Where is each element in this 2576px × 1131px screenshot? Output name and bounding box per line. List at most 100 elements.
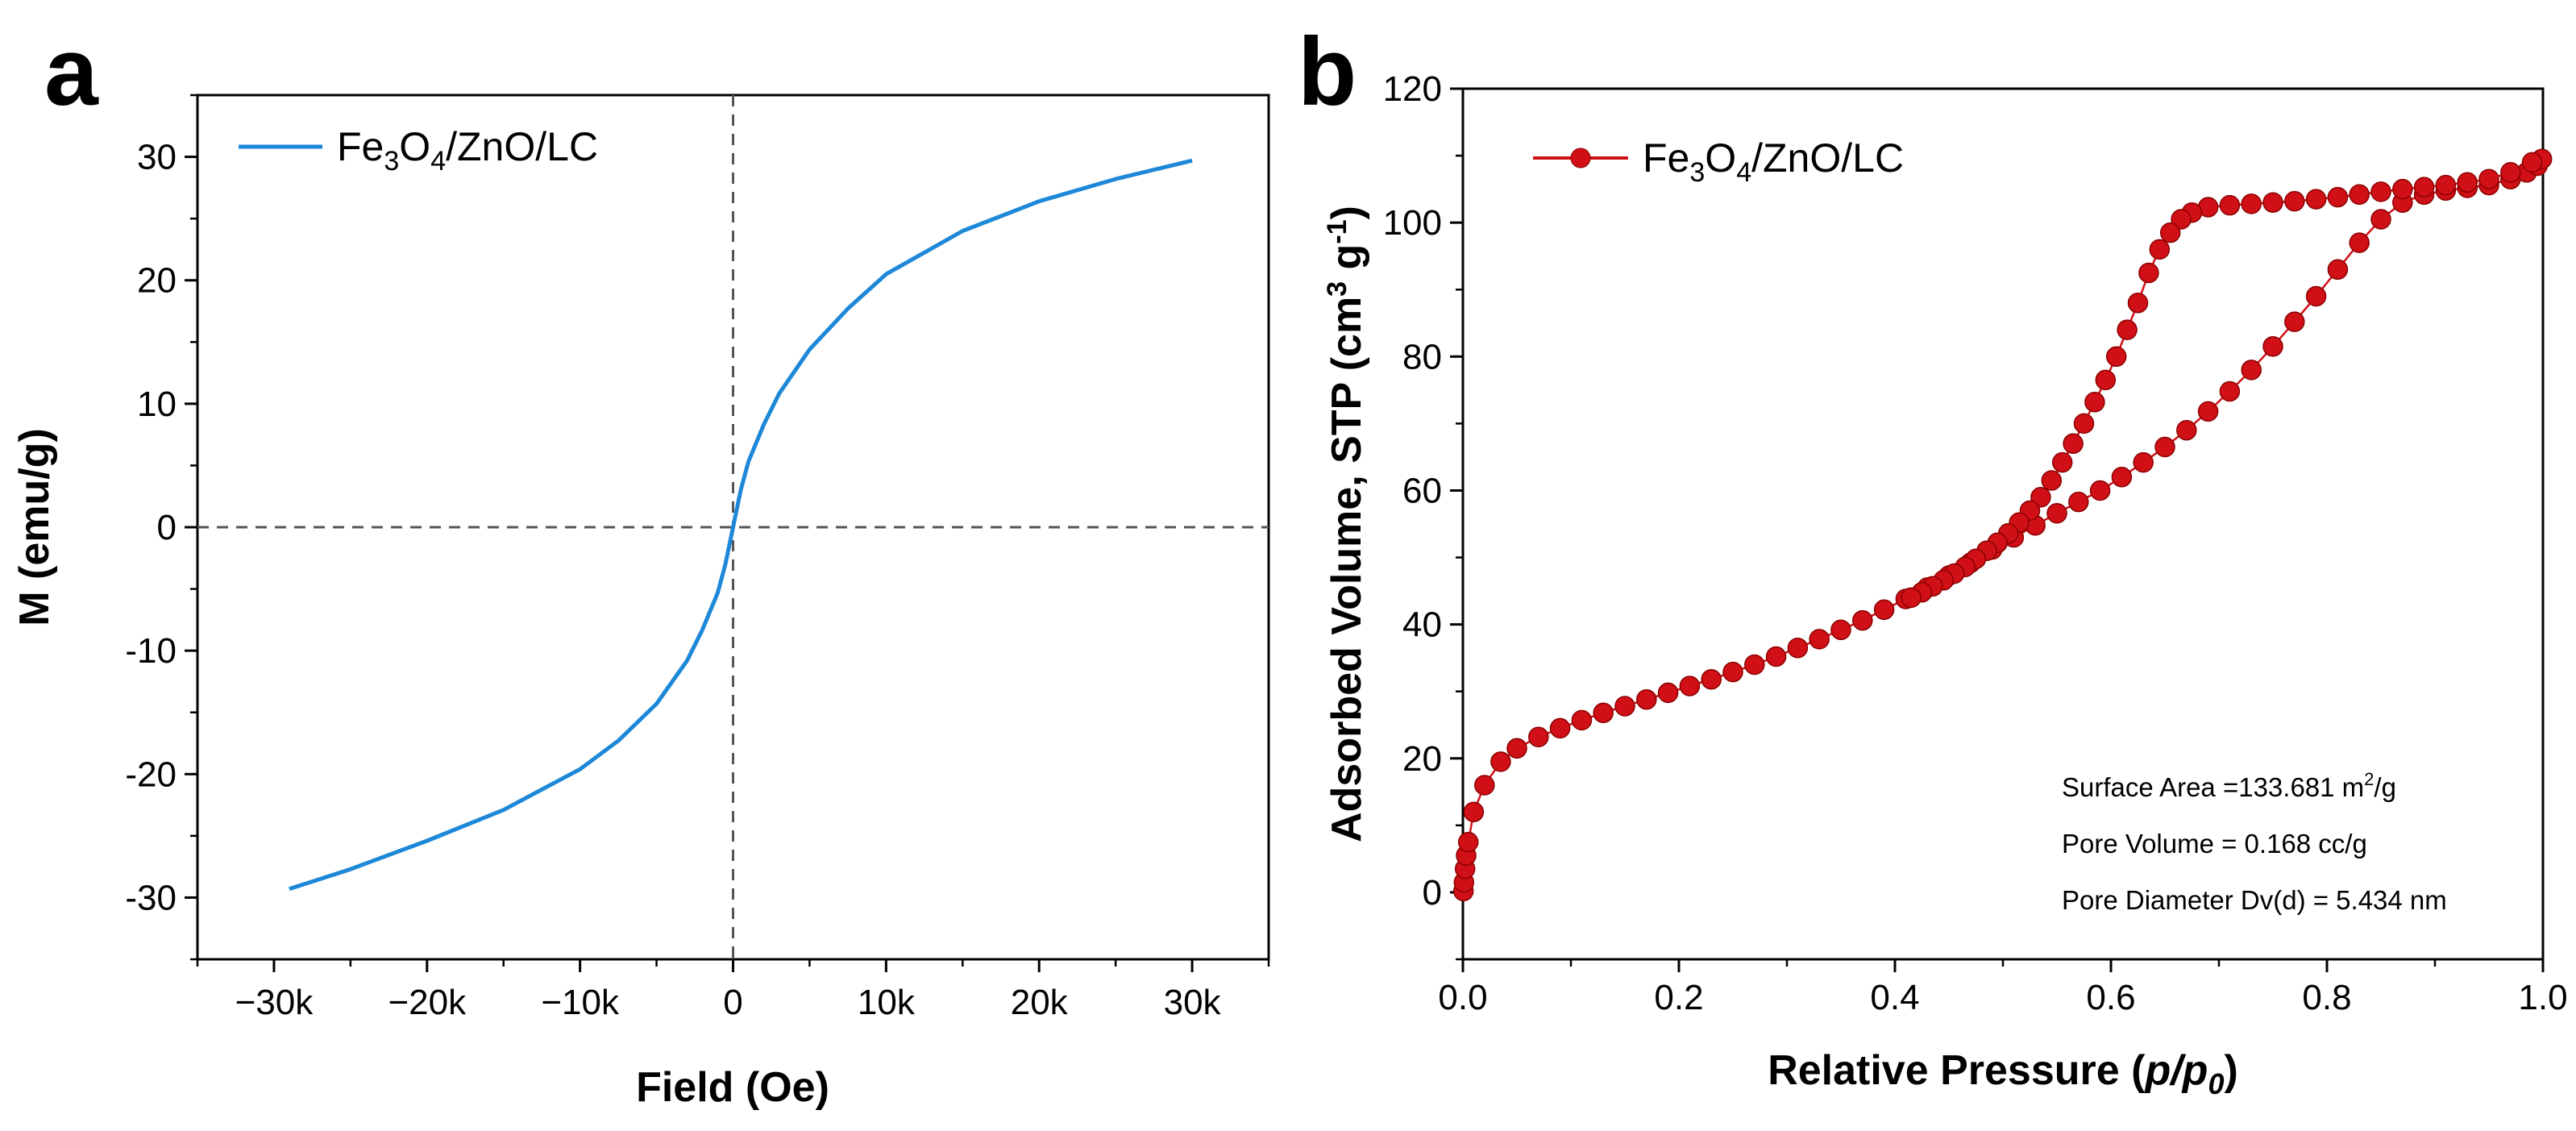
desorption-point bbox=[2030, 487, 2051, 508]
adsorption-point bbox=[1830, 619, 1851, 641]
xlabel-b-close: ) bbox=[2224, 1047, 2237, 1094]
adsorption-point bbox=[2133, 451, 2154, 473]
adsorption-point bbox=[2241, 360, 2262, 380]
surface-area-text: Surface Area =133.681 m bbox=[2062, 772, 2364, 802]
legend-a-tail: /ZnO/LC bbox=[446, 124, 598, 169]
legend-b-sub3: 3 bbox=[1689, 157, 1705, 188]
adsorption-point bbox=[2305, 285, 2327, 307]
legend-a-fe: Fe bbox=[337, 124, 384, 169]
adsorption-point bbox=[1852, 609, 1873, 631]
adsorption-point bbox=[1549, 717, 1571, 739]
panel-b-y-tick-label: 40 bbox=[1402, 605, 1442, 645]
panel-b-y-tick-label: 60 bbox=[1402, 471, 1442, 510]
desorption-point bbox=[2051, 451, 2073, 473]
panel-b-y-tick-label: 100 bbox=[1383, 203, 1442, 243]
adsorption-point bbox=[1528, 726, 1549, 747]
panel-a-x-axis-title: Field (Oe) bbox=[636, 1064, 829, 1111]
panel-b-annotations: Surface Area =133.681 m2/g Pore Volume =… bbox=[2062, 769, 2447, 915]
desorption-point bbox=[2063, 433, 2084, 455]
desorption-point bbox=[2435, 174, 2457, 196]
panel-a-x-ticks: −30k −20k −10k 0 10k 20k 30k bbox=[196, 959, 1270, 1022]
ylabel-b-sup-minus1: -1 bbox=[1322, 219, 1352, 243]
adsorption-point bbox=[1571, 709, 1593, 731]
desorption-point bbox=[2171, 209, 2192, 230]
panel-b-x-ticks: 0.0 0.2 0.4 0.6 0.8 1.0 bbox=[1438, 959, 2568, 1017]
desorption-point bbox=[2305, 189, 2327, 210]
panel-b-y-tick-label: 120 bbox=[1383, 69, 1442, 109]
legend-b-sub4: 4 bbox=[1736, 157, 1751, 188]
desorption-point bbox=[2219, 194, 2241, 216]
desorption-point bbox=[2262, 192, 2283, 213]
adsorption-point bbox=[1701, 668, 1722, 690]
desorption-point bbox=[2105, 346, 2127, 368]
adsorption-point bbox=[2089, 480, 2111, 501]
panel-a-y-axis-title: M (emu/g) bbox=[11, 428, 58, 626]
xlabel-b-sub0: 0 bbox=[2208, 1067, 2224, 1100]
adsorption-point bbox=[2284, 311, 2305, 332]
adsorption-point bbox=[1722, 661, 1743, 683]
xlabel-b-p: p bbox=[2143, 1047, 2171, 1094]
desorption-point bbox=[2095, 369, 2117, 391]
adsorption-point bbox=[2046, 502, 2067, 524]
desorption-point bbox=[2500, 162, 2521, 183]
panel-a-magnetization-chart: a −30k −20k −10k 0 10k 20k 30k -30 -20 -10 0 10 20 3… bbox=[11, 18, 1270, 1111]
ylabel-b-main: Adsorbed Volume, STP (cm bbox=[1323, 297, 1370, 842]
panel-b-x-axis-title: Relative Pressure (p/p0) bbox=[1768, 1047, 2238, 1100]
panel-a-y-tick-label: 10 bbox=[137, 385, 177, 424]
adsorption-point bbox=[1506, 738, 1527, 759]
adsorption-point bbox=[2176, 419, 2197, 441]
panel-b-legend-marker bbox=[1570, 148, 1591, 168]
adsorption-point bbox=[1787, 637, 1809, 659]
panel-b-x-tick-label: 0.8 bbox=[2302, 978, 2351, 1017]
desorption-point bbox=[2138, 262, 2159, 284]
panel-b-points bbox=[1452, 148, 2553, 902]
panel-a-y-tick-label: -10 bbox=[125, 631, 177, 671]
desorption-point bbox=[2478, 168, 2499, 189]
adsorption-point bbox=[2197, 401, 2219, 422]
adsorption-point bbox=[2327, 259, 2349, 281]
panel-b-letter: b bbox=[1298, 18, 1357, 126]
desorption-point bbox=[2127, 293, 2149, 314]
panel-a-x-tick-label: 30k bbox=[1164, 983, 1222, 1022]
panel-a-x-tick-label: 0 bbox=[723, 983, 742, 1022]
adsorption-point bbox=[2370, 209, 2391, 230]
legend-a-sub4: 4 bbox=[430, 146, 446, 177]
desorption-point bbox=[2073, 413, 2095, 435]
panel-a-x-tick-label: 20k bbox=[1011, 983, 1069, 1022]
panel-b-x-tick-label: 0.0 bbox=[1438, 978, 1487, 1017]
adsorption-point bbox=[1636, 688, 1657, 710]
adsorption-point bbox=[1490, 751, 1511, 772]
panel-a-y-tick-label: 0 bbox=[157, 508, 177, 547]
desorption-point bbox=[2392, 178, 2413, 200]
panel-b-y-ticks: 0 20 40 60 80 100 120 bbox=[1383, 69, 1463, 961]
panel-a-y-tick-label: -30 bbox=[125, 878, 177, 917]
adsorption-point bbox=[1457, 831, 1479, 853]
legend-a-o: O bbox=[399, 124, 430, 169]
panel-a-x-tick-label: −10k bbox=[541, 983, 620, 1022]
adsorption-point bbox=[1657, 682, 1679, 704]
panel-b-x-tick-label: 0.4 bbox=[1870, 978, 1919, 1017]
panel-b-y-tick-label: 0 bbox=[1423, 873, 1442, 913]
desorption-point bbox=[2041, 470, 2063, 491]
panel-a-y-tick-label: -20 bbox=[125, 755, 177, 794]
adsorption-point bbox=[1873, 599, 1895, 621]
surface-area-unit: /g bbox=[2374, 772, 2396, 802]
ylabel-b-close: ) bbox=[1323, 206, 1370, 219]
legend-b-o: O bbox=[1705, 135, 1736, 181]
panel-b-y-axis-title: Adsorbed Volume, STP (cm3 g-1) bbox=[1322, 206, 1370, 842]
panel-b-y-tick-label: 20 bbox=[1402, 739, 1442, 779]
panel-a-y-ticks: -30 -20 -10 0 10 20 30 bbox=[125, 94, 197, 961]
panel-b-y-tick-label: 80 bbox=[1402, 337, 1442, 376]
panel-a-x-tick-label: −20k bbox=[388, 983, 467, 1022]
adsorption-point bbox=[2068, 491, 2089, 513]
ylabel-b-g: g bbox=[1323, 244, 1370, 281]
xlabel-b-main: Relative Pressure ( bbox=[1768, 1047, 2146, 1094]
adsorption-point bbox=[1463, 801, 1485, 822]
desorption-point bbox=[2457, 172, 2478, 193]
adsorption-point bbox=[2262, 336, 2283, 357]
desorption-point bbox=[1901, 587, 1922, 609]
panel-b-x-tick-label: 0.6 bbox=[2086, 978, 2135, 1017]
panel-a-y-tick-label: 20 bbox=[137, 261, 177, 301]
